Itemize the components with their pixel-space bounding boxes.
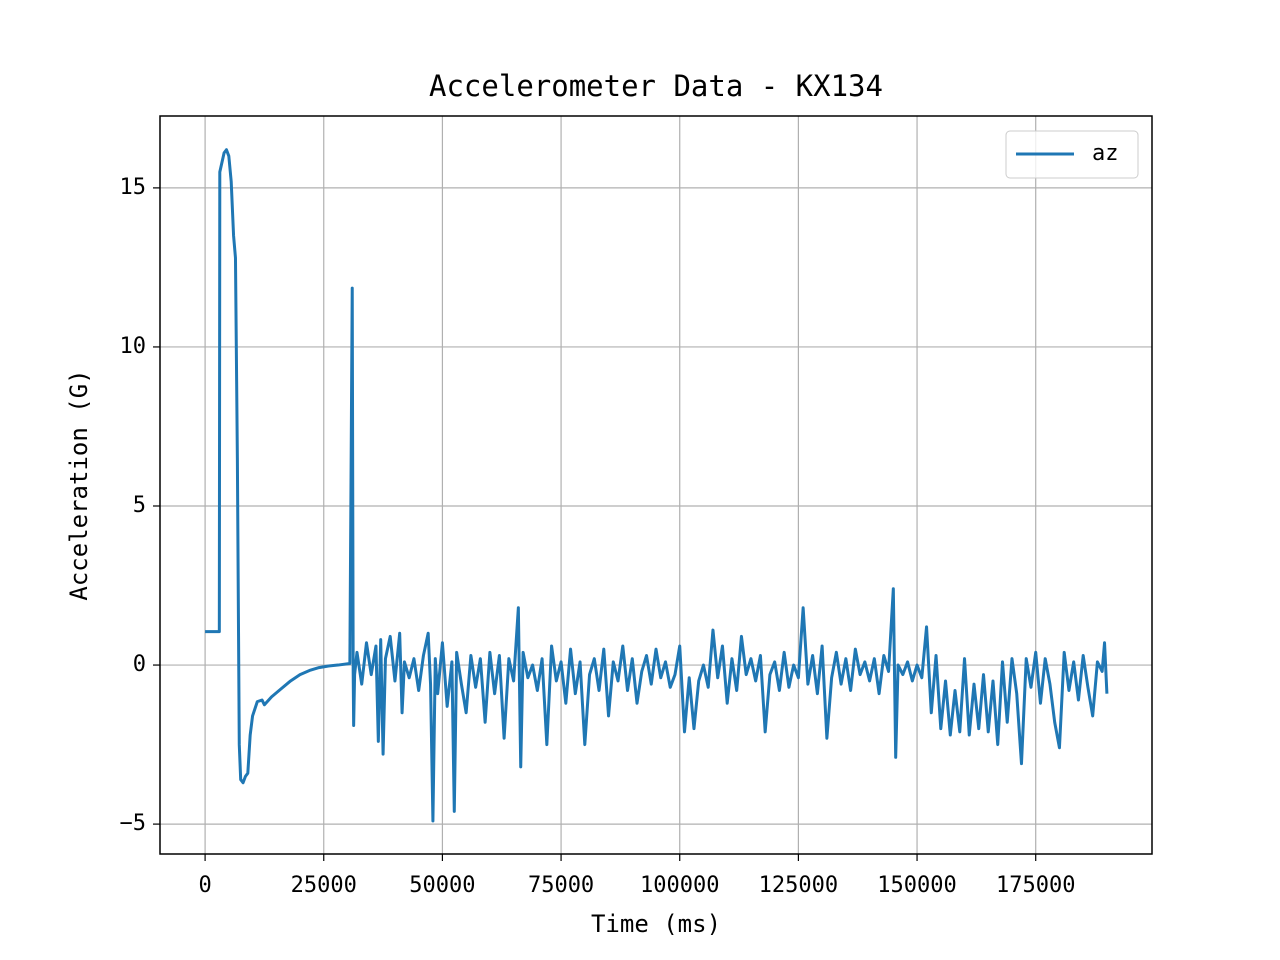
y-axis-label: Acceleration (G) <box>65 369 93 600</box>
y-tick-label: 0 <box>133 652 146 677</box>
legend: az <box>1005 130 1139 179</box>
x-tick-label: 25000 <box>291 873 357 898</box>
x-tick-label: 150000 <box>877 873 956 898</box>
y-tick-label: 15 <box>120 175 147 200</box>
x-tick-label: 175000 <box>996 873 1075 898</box>
y-tick-label: 10 <box>120 334 147 359</box>
y-tick-label: −5 <box>120 811 147 836</box>
ticks: 0 25000 50000 75000 100000 125000 150000 175000… <box>120 175 1076 898</box>
x-tick-label: 100000 <box>640 873 719 898</box>
x-tick-label: 0 <box>198 873 211 898</box>
y-tick-label: 5 <box>133 493 146 518</box>
x-tick-label: 125000 <box>759 873 838 898</box>
axes-frame <box>159 115 1153 855</box>
grid <box>160 116 1152 854</box>
x-axis-label: Time (ms) <box>591 910 721 938</box>
x-tick-label: 50000 <box>409 873 475 898</box>
data-line <box>205 148 1109 823</box>
legend-label: az <box>1092 141 1119 166</box>
plot-area <box>205 148 1109 823</box>
chart-title: Accelerometer Data - KX134 <box>429 69 883 103</box>
x-tick-label: 75000 <box>528 873 594 898</box>
